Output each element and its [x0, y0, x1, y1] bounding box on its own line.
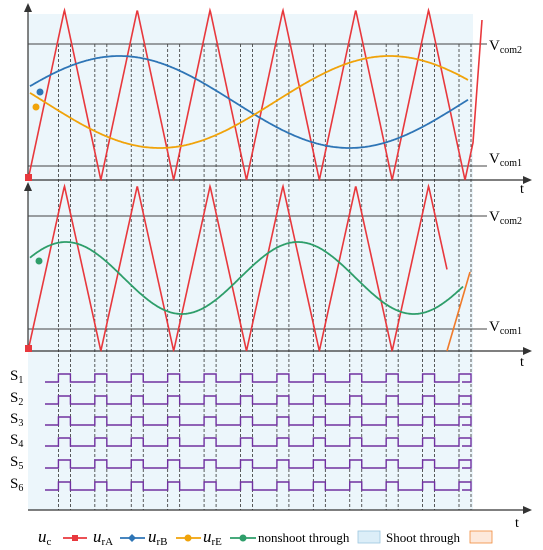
top-x-axis-arrow-icon	[523, 176, 532, 184]
legend-uc-marker	[72, 535, 78, 541]
nonshoot-start-marker	[35, 257, 43, 265]
legend-urB-label: urB	[148, 527, 168, 548]
bottom-t-label: t	[515, 516, 519, 531]
legend-urA-label: urA	[93, 527, 113, 548]
urB-start-marker	[36, 88, 44, 96]
switch-label-s4: S4	[10, 432, 23, 450]
switch-label-s6: S6	[10, 476, 23, 494]
nonshoot-through-curve	[29, 241, 464, 315]
urE-curve	[29, 55, 469, 149]
mid-t-label: t	[520, 355, 524, 370]
switch-signal-s2	[45, 395, 472, 405]
legend-urE-marker	[239, 534, 247, 542]
switch-label-s2: S2	[10, 390, 23, 408]
switch-signal-s5	[45, 459, 472, 469]
legend: uc urA urB urE nonshoot through Shoot th…	[38, 527, 493, 548]
urB-curve	[29, 55, 469, 149]
switch-label-s3: S3	[10, 411, 23, 429]
mid-vcom1-label: Vcom1	[489, 319, 522, 337]
middle-panel: Vcom2 Vcom1 t	[24, 182, 532, 370]
legend-urA-marker	[128, 534, 136, 542]
bottom-x-axis-arrow-icon	[523, 506, 532, 514]
legend-urB-marker	[184, 534, 192, 542]
top-panel: Vcom2 Vcom1 t	[24, 3, 532, 197]
switch-labels: S1 S2 S3 S4 S5 S6	[10, 368, 23, 494]
legend-nonshoot-swatch	[357, 530, 381, 544]
top-t-label: t	[520, 182, 524, 197]
legend-shoot-swatch	[469, 530, 493, 544]
mid-x-axis-arrow-icon	[523, 347, 532, 355]
switch-signals	[45, 373, 472, 491]
switch-signal-s1	[45, 373, 472, 383]
top-y-axis-arrow-icon	[24, 3, 32, 12]
legend-urE-label: urE	[203, 527, 222, 548]
mid-y-axis-arrow-icon	[24, 182, 32, 191]
mid-carrier-tail	[446, 271, 471, 352]
top-carrier-start-marker	[25, 174, 32, 181]
shoot-through-region	[28, 14, 473, 510]
switch-signal-s6	[45, 481, 472, 491]
mid-vcom2-label: Vcom2	[489, 209, 522, 227]
top-carrier-wave	[27, 7, 483, 182]
mid-carrier-wave	[27, 183, 448, 353]
top-vcom1-label: Vcom1	[489, 151, 522, 169]
legend-uc-label: uc	[38, 527, 52, 548]
switch-label-s5: S5	[10, 454, 23, 472]
legend-shoot-label: Shoot through	[386, 530, 461, 545]
legend-nonshoot-label: nonshoot through	[258, 530, 350, 545]
switch-label-s1: S1	[10, 368, 23, 386]
switch-signal-s4	[45, 437, 472, 447]
urE-start-marker	[32, 103, 40, 111]
top-vcom2-label: Vcom2	[489, 38, 522, 56]
bottom-panel: t S1 S2 S3 S4 S5 S6	[10, 368, 532, 531]
mid-carrier-start-marker	[25, 345, 32, 352]
switch-signal-s3	[45, 416, 472, 426]
